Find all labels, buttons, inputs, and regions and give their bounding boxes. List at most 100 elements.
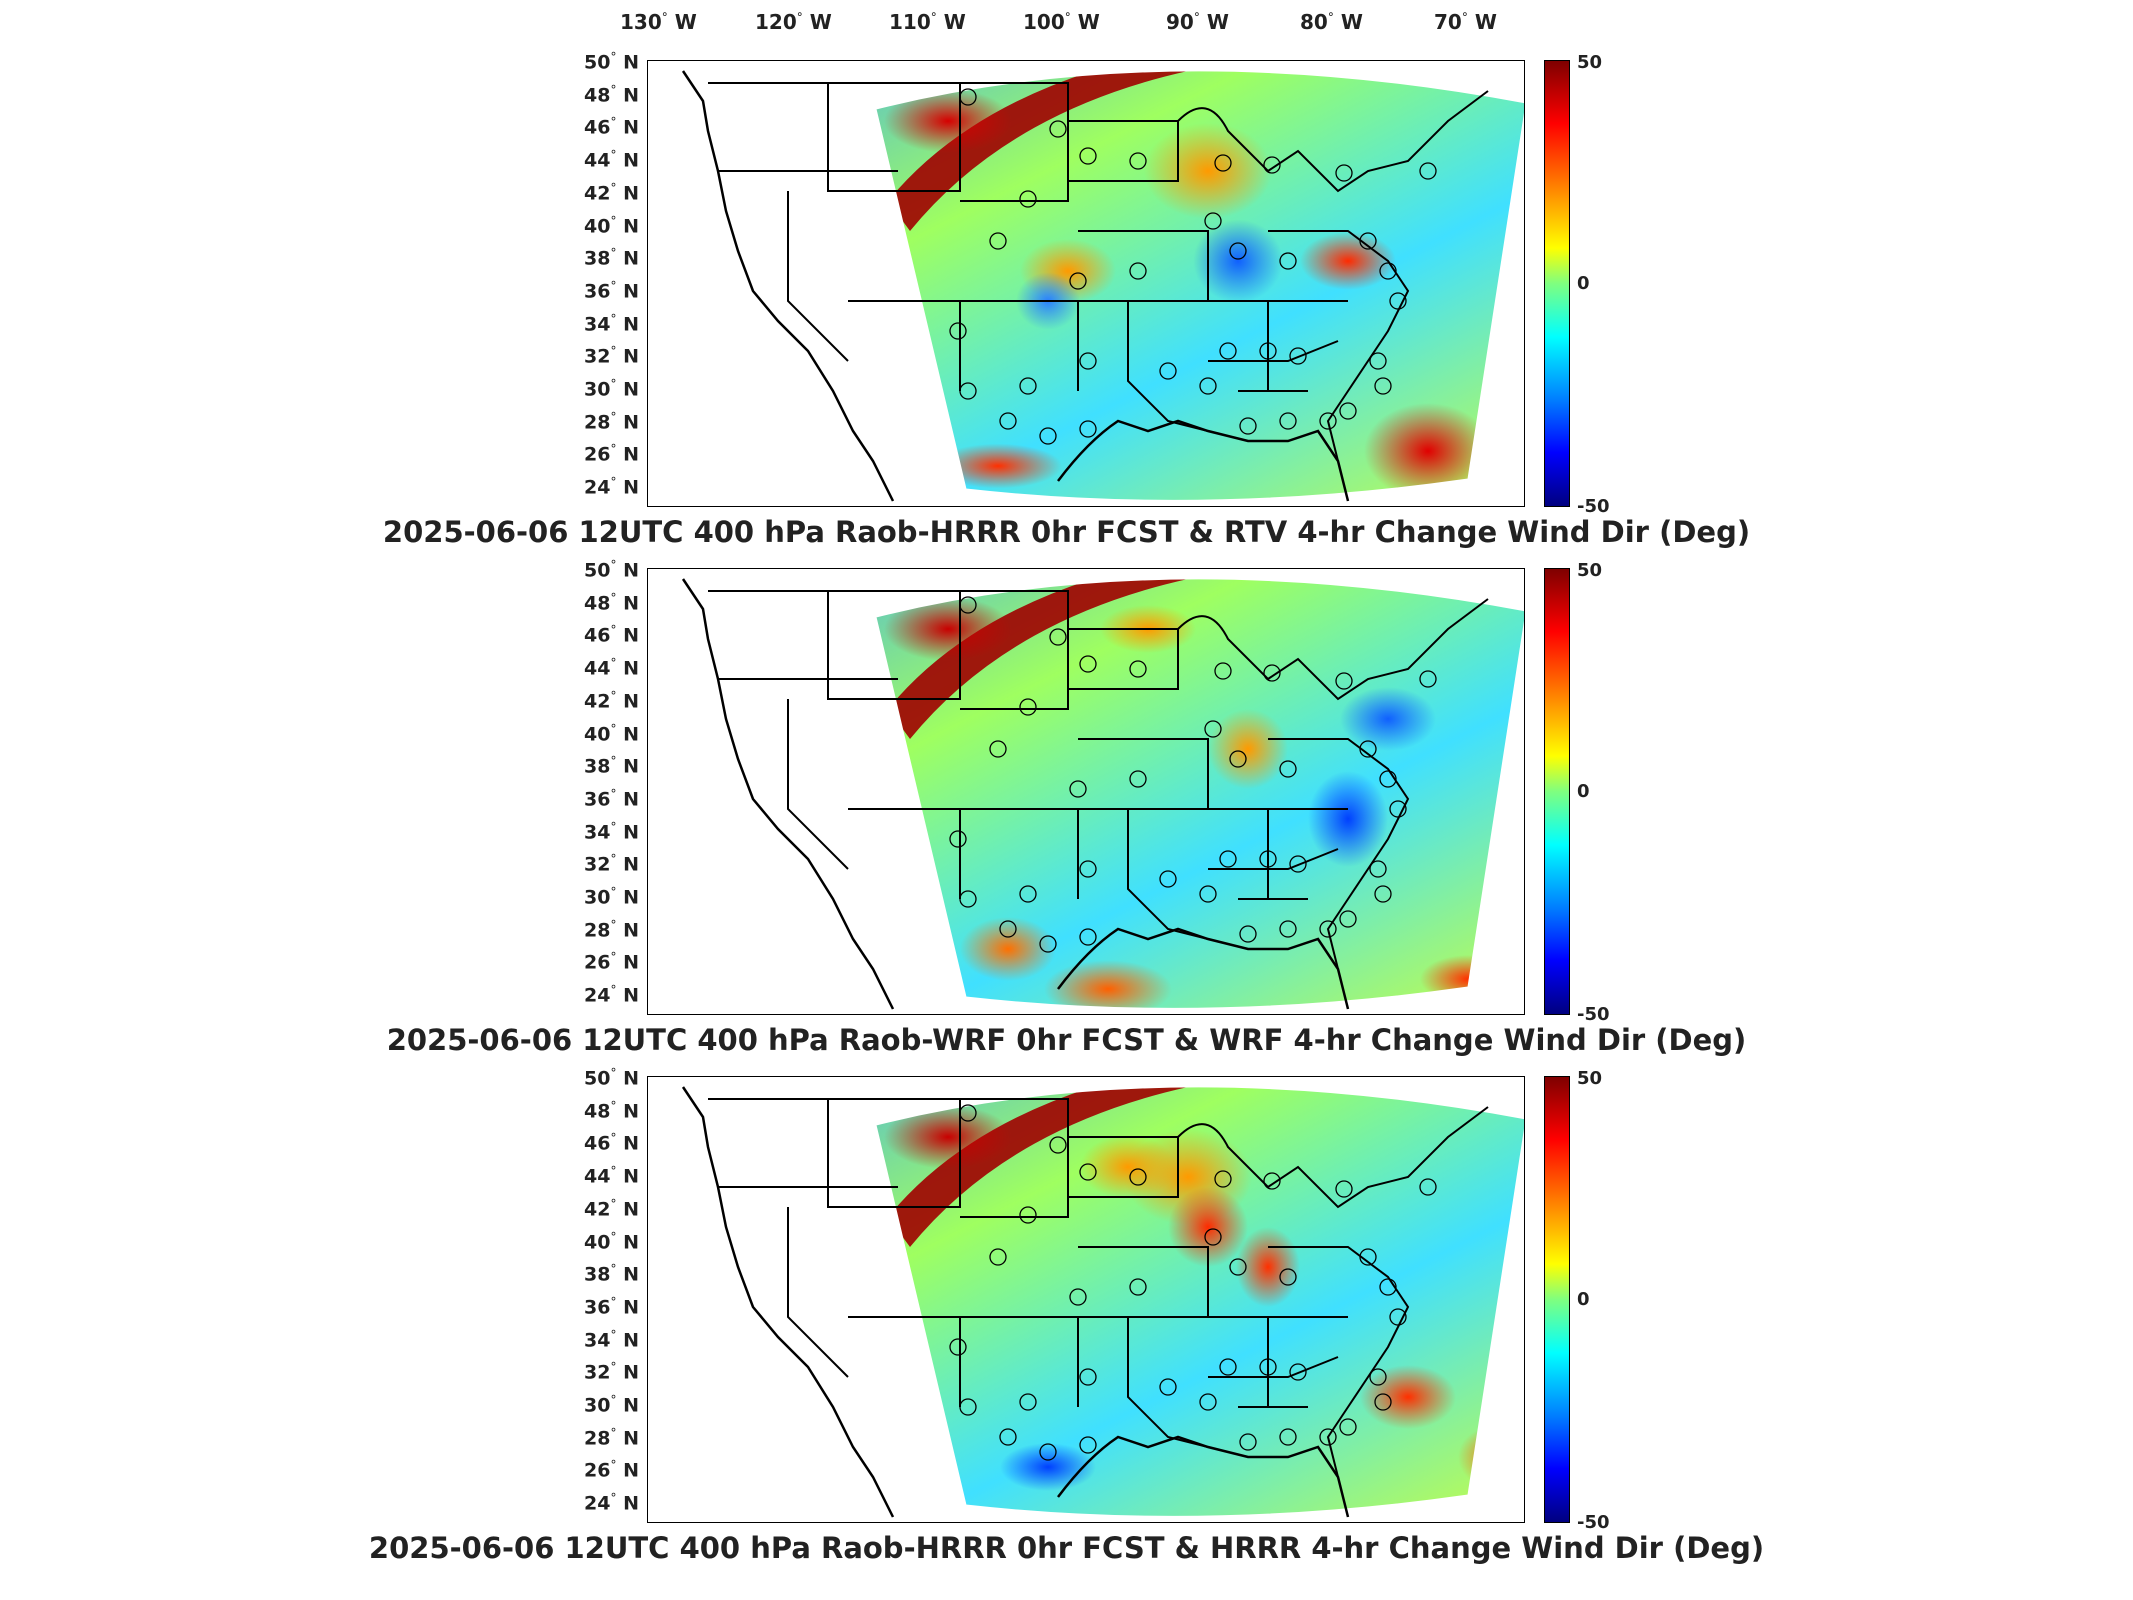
raob-station-marker [1204, 720, 1222, 738]
raob-station-marker [1079, 1368, 1097, 1386]
lon-label: 120° W [755, 10, 832, 34]
lat-label: 34° N [584, 1327, 639, 1351]
raob-station-marker [1079, 655, 1097, 673]
raob-station-marker [1229, 242, 1247, 260]
latitude-axis: 50° N 48° N 46° N 44° N 42° N 40° N 38° N 36° N… [560, 558, 645, 1018]
raob-station-marker [1239, 417, 1257, 435]
raob-station-marker [999, 412, 1017, 430]
lat-label: 30° N [584, 1393, 639, 1417]
raob-station-marker [1079, 352, 1097, 370]
lat-label: 44° N [584, 1164, 639, 1188]
lat-label: 32° N [584, 852, 639, 876]
raob-station-marker [959, 382, 977, 400]
map-frame [647, 60, 1525, 507]
raob-station-marker [1129, 1278, 1147, 1296]
colorbar-max-label: 50 [1577, 1068, 1603, 1089]
latitude-axis: 50° N 48° N 46° N 44° N 42° N 40° N 38° N 36° N… [560, 1066, 645, 1526]
state-borders [681, 578, 1489, 1010]
map-panel-3: 50° N 48° N 46° N 44° N 42° N 40° N 38° N 36° N… [0, 1066, 2133, 1586]
raob-station-marker [1019, 1206, 1037, 1224]
lat-label: 48° N [584, 590, 639, 615]
raob-station-marker [1039, 427, 1057, 445]
raob-station-marker [1019, 377, 1037, 395]
raob-station-marker [1229, 1258, 1247, 1276]
raob-station-marker [1129, 1168, 1147, 1186]
raob-station-marker [959, 1398, 977, 1416]
raob-station-marker [1379, 770, 1397, 788]
raob-station-marker [1259, 1358, 1277, 1376]
lat-label: 28° N [584, 409, 639, 434]
raob-station-marker [1263, 156, 1281, 174]
raob-station-marker [1199, 1393, 1217, 1411]
colorbar-max-label: 50 [1577, 52, 1603, 73]
raob-station-marker [1069, 272, 1087, 290]
colorbar-mid-label: 0 [1577, 273, 1590, 294]
colorbar [1544, 60, 1570, 507]
colorbar-mid-label: 0 [1577, 1289, 1590, 1310]
raob-station-marker [1359, 740, 1377, 758]
raob-station-marker [999, 920, 1017, 938]
data-field [876, 1086, 1524, 1517]
raob-station-marker [1374, 885, 1392, 903]
raob-station-marker [959, 596, 977, 614]
panel-title: 2025-06-06 12UTC 400 hPa Raob-HRRR 0hr F… [382, 515, 1751, 549]
raob-station-marker [1279, 760, 1297, 778]
raob-station-marker [959, 890, 977, 908]
raob-station-marker [1335, 1180, 1353, 1198]
lat-label: 42° N [584, 180, 639, 205]
raob-station-marker [1389, 800, 1407, 818]
lat-label: 24° N [584, 983, 639, 1007]
raob-station-marker [1239, 925, 1257, 943]
raob-station-marker [1289, 1363, 1307, 1381]
raob-station-marker [1079, 147, 1097, 165]
raob-station-marker [989, 1248, 1007, 1266]
lat-label: 38° N [584, 1262, 639, 1286]
lat-label: 24° N [584, 1491, 639, 1515]
wind-direction-map [681, 1086, 1524, 1518]
raob-station-marker [1129, 660, 1147, 678]
lat-label: 32° N [584, 1360, 639, 1384]
longitude-axis: 130° W 120° W 110° W 100° W 90° W 80° W … [0, 6, 2133, 46]
lat-label: 40° N [584, 721, 639, 745]
raob-station-marker [1129, 152, 1147, 170]
colorbar-min-label: -50 [1577, 1512, 1610, 1533]
lat-label: 40° N [584, 213, 639, 237]
raob-station-marker [1335, 164, 1353, 182]
raob-station-marker [1069, 780, 1087, 798]
raob-station-marker [1374, 377, 1392, 395]
panel-title: 2025-06-06 12UTC 400 hPa Raob-HRRR 0hr F… [368, 1531, 1765, 1565]
raob-station-marker [1159, 1378, 1177, 1396]
raob-station-marker [1049, 628, 1067, 646]
lat-label: 28° N [584, 1425, 639, 1450]
lat-label: 28° N [584, 917, 639, 942]
lat-label: 26° N [584, 950, 639, 974]
raob-station-marker [1369, 860, 1387, 878]
raob-station-marker [949, 830, 967, 848]
raob-station-marker [1374, 1393, 1392, 1411]
raob-station-marker [1263, 664, 1281, 682]
map-panel-1: 50° N 48° N 46° N 44° N 42° N 40° N 38° N 36° N… [0, 50, 2133, 570]
raob-station-marker [1214, 1170, 1232, 1188]
raob-station-marker [1419, 1178, 1437, 1196]
map-frame [647, 1076, 1525, 1523]
data-field [876, 70, 1524, 501]
panel-title: 2025-06-06 12UTC 400 hPa Raob-WRF 0hr FC… [386, 1023, 1747, 1057]
raob-station-marker [1389, 1308, 1407, 1326]
lat-label: 50° N [584, 1066, 639, 1090]
lat-label: 48° N [584, 1098, 639, 1123]
raob-station-marker [1079, 928, 1097, 946]
lat-label: 38° N [584, 754, 639, 778]
raob-station-marker [1204, 212, 1222, 230]
raob-station-marker [1339, 910, 1357, 928]
raob-station-marker [1214, 154, 1232, 172]
raob-station-marker [1219, 342, 1237, 360]
raob-station-marker [1129, 262, 1147, 280]
raob-station-marker [1049, 1136, 1067, 1154]
raob-station-marker [1319, 1428, 1337, 1446]
raob-station-marker [959, 88, 977, 106]
raob-station-marker [1335, 672, 1353, 690]
lon-label: 110° W [889, 10, 966, 34]
raob-station-marker [1129, 770, 1147, 788]
raob-station-marker [989, 740, 1007, 758]
raob-station-marker [1339, 1418, 1357, 1436]
